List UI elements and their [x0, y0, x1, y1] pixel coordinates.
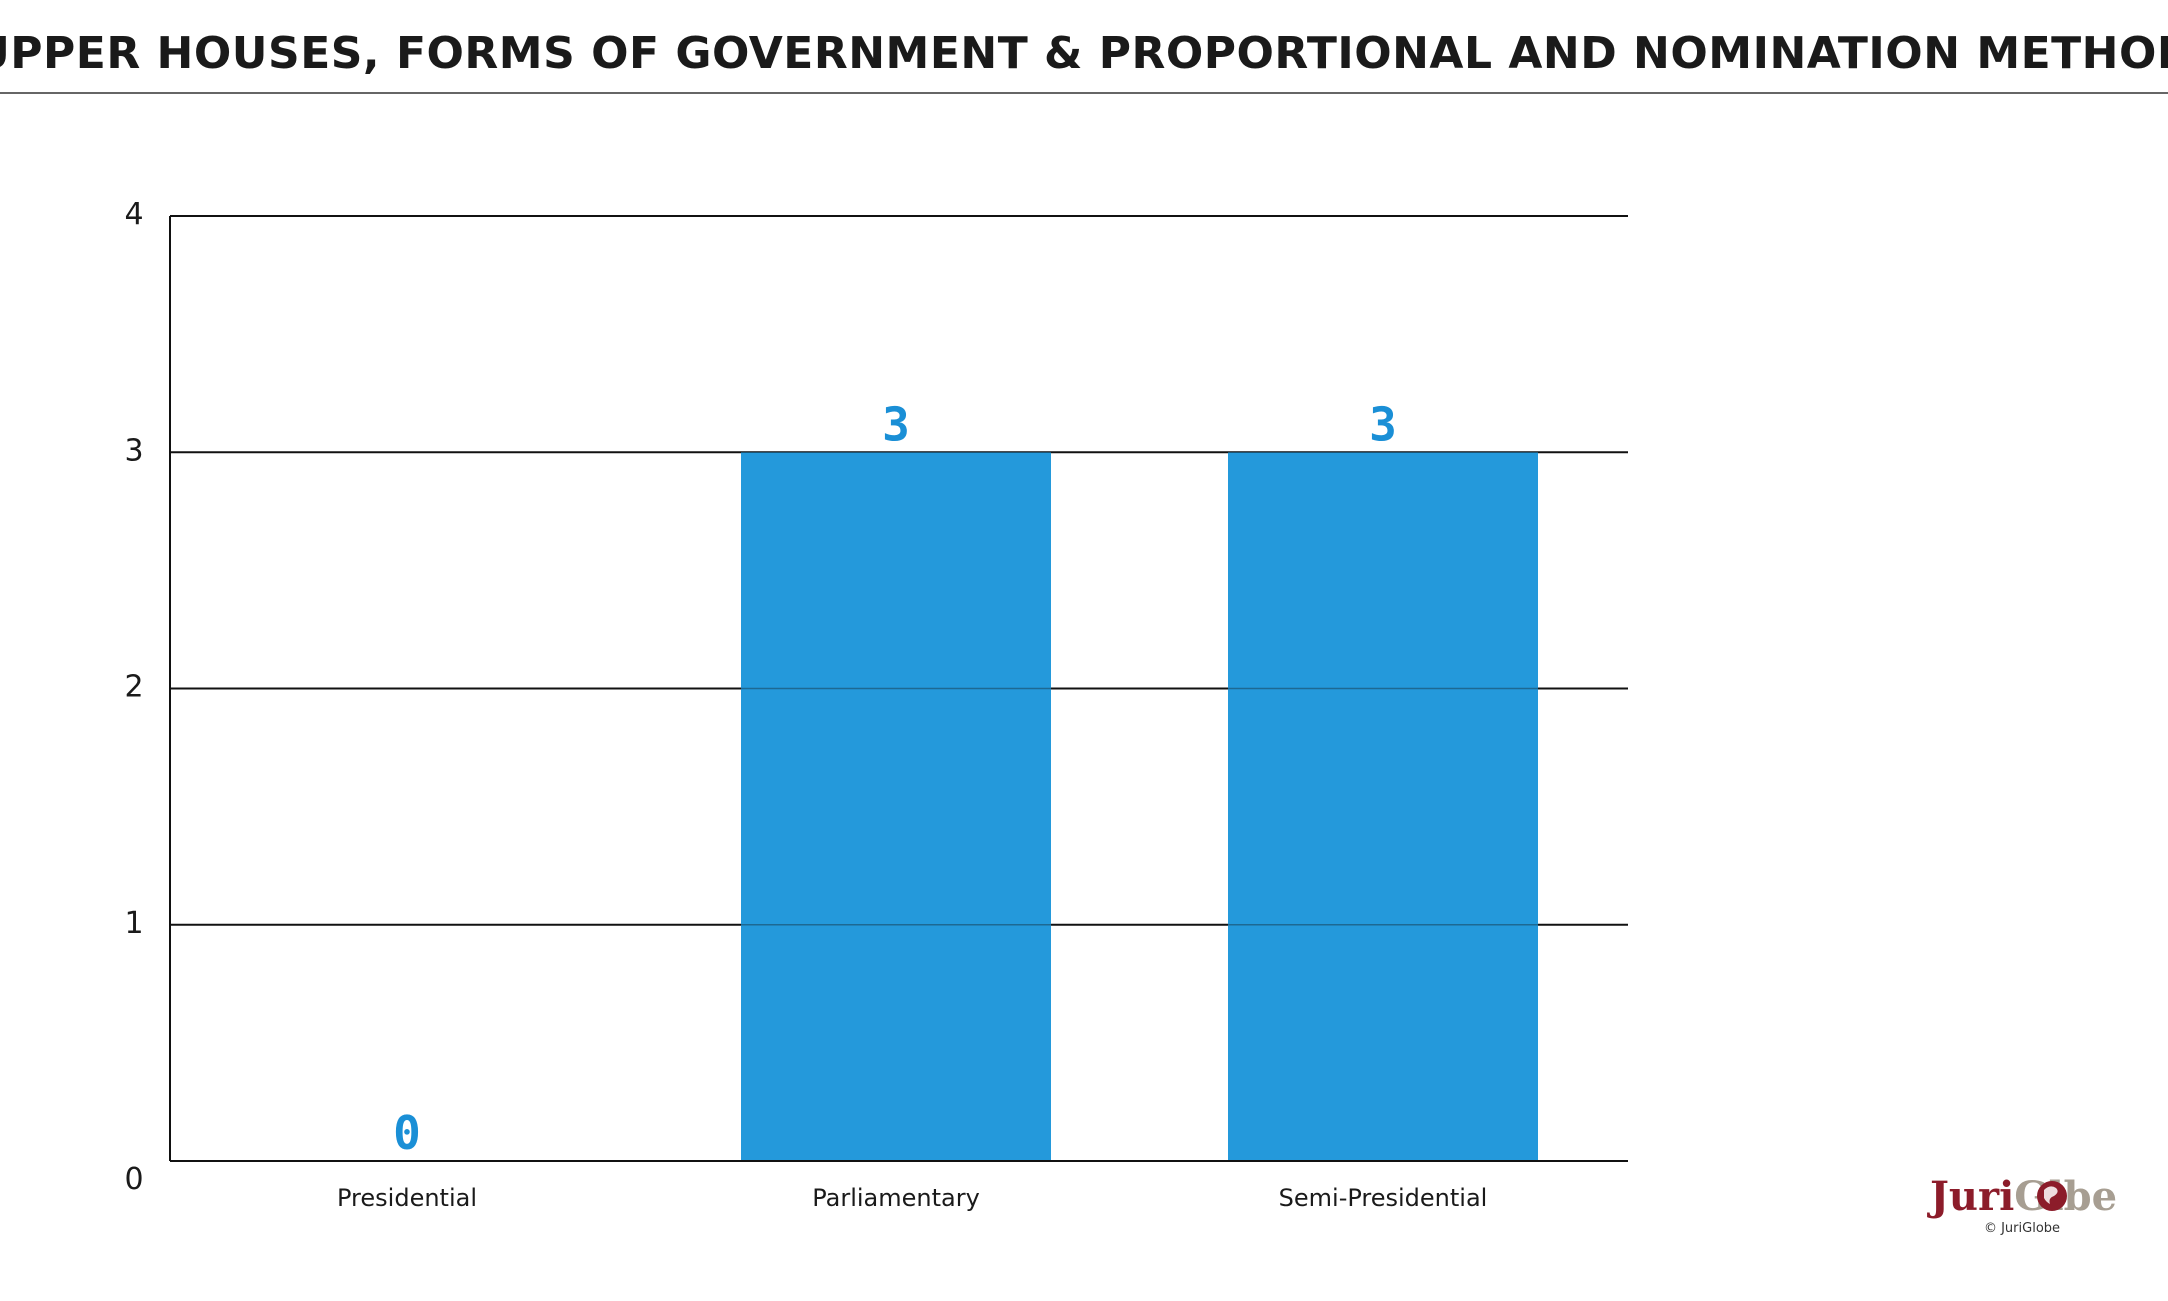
logo-text-be: be: [2064, 1173, 2117, 1220]
plot-area: 0 1 2 3 4 0 Presidential 3 Parliamentary 3 Semi-Pr…: [124, 197, 1628, 1212]
bar-semi-presidential: [1228, 452, 1538, 1161]
globe-continent-icon: [2044, 1186, 2058, 1204]
y-tick-label-3: 3: [124, 433, 143, 468]
y-tick-label-1: 1: [124, 906, 143, 941]
value-label-parliamentary: 3: [882, 397, 910, 451]
copyright-text: © JuriGlobe: [1984, 1221, 2060, 1236]
x-tick-label-semi-presidential: Semi-Presidential: [1279, 1184, 1488, 1212]
y-tick-label-0: 0: [124, 1162, 143, 1197]
chart-title: UPPER HOUSES, FORMS OF GOVERNMENT & PROP…: [0, 28, 2168, 79]
y-tick-label-4: 4: [124, 197, 143, 232]
bar-parliamentary: [741, 452, 1051, 1161]
x-tick-label-parliamentary: Parliamentary: [812, 1184, 980, 1212]
svg-text:JuriGlbe: JuriGlbe: [1927, 1173, 2117, 1220]
value-label-semi-presidential: 3: [1369, 397, 1397, 451]
y-tick-label-2: 2: [124, 670, 143, 705]
logo-text-juri: Juri: [1927, 1173, 2014, 1220]
juriglobe-logo: JuriGlbe © JuriGlobe: [1927, 1173, 2117, 1236]
value-label-presidential: 0: [393, 1106, 421, 1160]
x-tick-label-presidential: Presidential: [337, 1184, 477, 1212]
